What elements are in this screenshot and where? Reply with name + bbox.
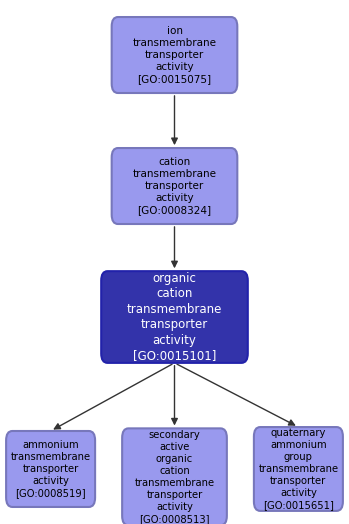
Text: quaternary
ammonium
group
transmembrane
transporter
activity
[GO:0015651]: quaternary ammonium group transmembrane … — [258, 428, 339, 510]
FancyBboxPatch shape — [122, 429, 227, 524]
FancyBboxPatch shape — [254, 427, 343, 511]
Text: cation
transmembrane
transporter
activity
[GO:0008324]: cation transmembrane transporter activit… — [133, 157, 216, 215]
FancyBboxPatch shape — [6, 431, 95, 507]
Text: organic
cation
transmembrane
transporter
activity
[GO:0015101]: organic cation transmembrane transporter… — [127, 272, 222, 362]
Text: secondary
active
organic
cation
transmembrane
transporter
activity
[GO:0008513]: secondary active organic cation transmem… — [134, 430, 215, 524]
FancyBboxPatch shape — [101, 271, 248, 363]
FancyBboxPatch shape — [112, 17, 237, 93]
Text: ammonium
transmembrane
transporter
activity
[GO:0008519]: ammonium transmembrane transporter activ… — [10, 440, 91, 498]
Text: ion
transmembrane
transporter
activity
[GO:0015075]: ion transmembrane transporter activity [… — [133, 26, 216, 84]
FancyBboxPatch shape — [112, 148, 237, 224]
